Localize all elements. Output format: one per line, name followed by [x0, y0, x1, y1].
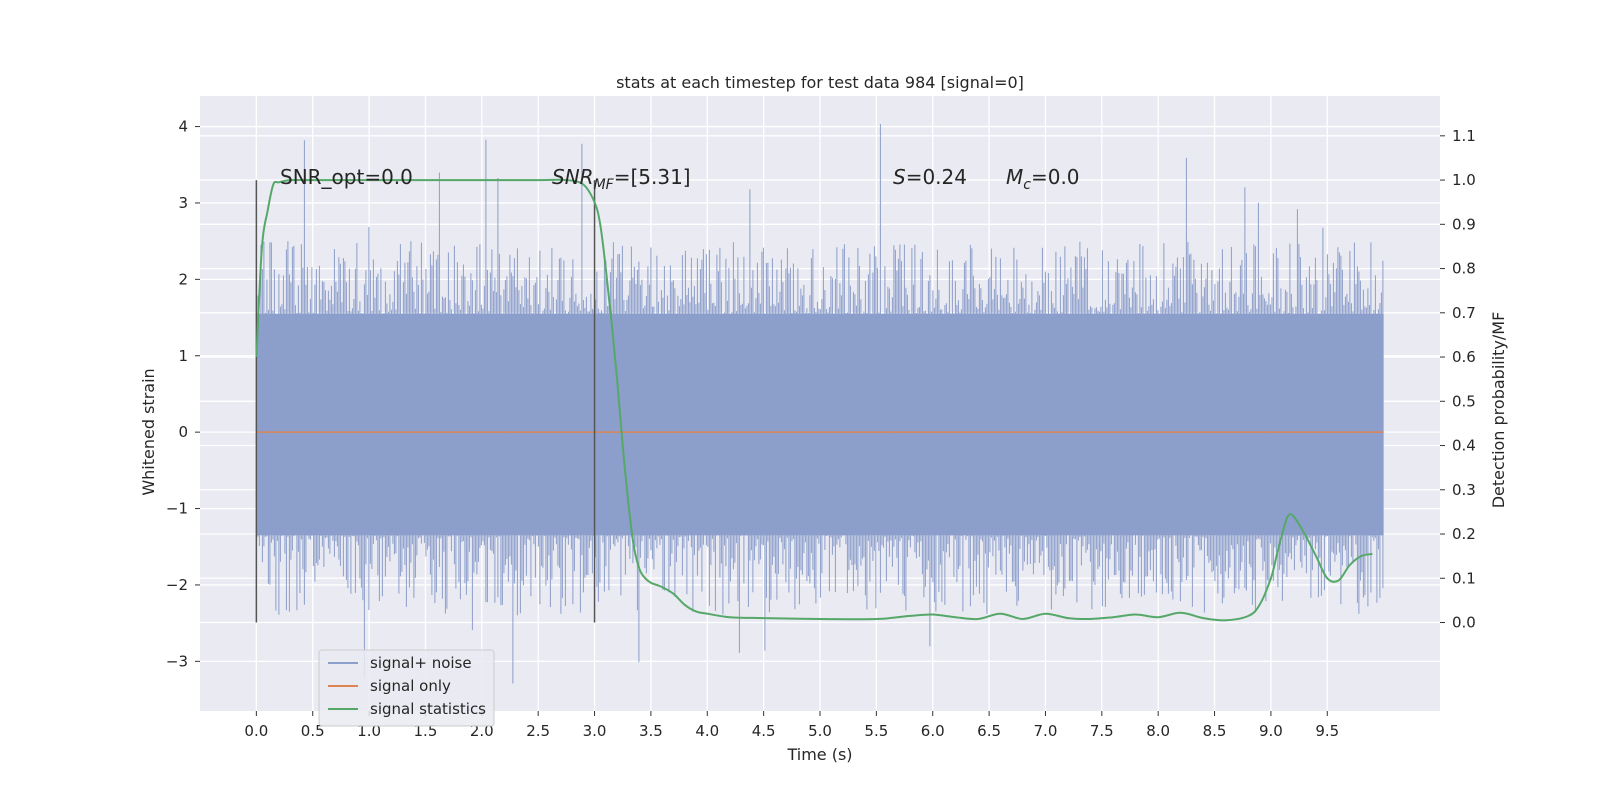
x-tick-label: 0.0: [244, 722, 268, 740]
y-left-tick-label: −3: [166, 652, 188, 670]
y-right-tick-label: 0.1: [1452, 569, 1476, 587]
y-left-tick-label: −2: [166, 576, 188, 594]
y-right-tick-label: 0.0: [1452, 614, 1476, 632]
x-tick-label: 8.0: [1146, 722, 1170, 740]
annotation-mc-subscript: c: [1023, 177, 1031, 193]
x-tick-label: 7.0: [1034, 722, 1058, 740]
annotation-snr-mf-subscript: MF: [594, 177, 615, 193]
x-tick-label: 2.5: [526, 722, 550, 740]
y-right-axis-ticks: 0.0 0.1 0.2 0.3 0.4 0.5 0.6 0.7 0.8 0.9 1.0 1.1: [1440, 127, 1476, 632]
annotation-snr-mf-value: =[5.31]: [614, 165, 691, 189]
y-right-tick-label: 1.0: [1452, 171, 1476, 189]
x-tick-label: 6.5: [977, 722, 1001, 740]
chart-title: stats at each timestep for test data 984…: [616, 73, 1024, 92]
x-tick-label: 5.0: [808, 722, 832, 740]
signal-noise-series: [255, 124, 1384, 684]
vertical-markers: [255, 180, 596, 623]
signal-statistics-line: [255, 178, 1373, 622]
y-right-tick-label: 0.7: [1452, 304, 1476, 322]
y-left-tick-label: 2: [178, 270, 188, 288]
annotation-s-value: =0.24: [906, 165, 967, 189]
annotation-s: S=0.24: [893, 165, 967, 189]
legend-label-signal-only: signal only: [370, 677, 451, 695]
annotation-mc: Mc=0.0: [1006, 165, 1080, 193]
y-right-axis-label: Detection probability/MF: [1489, 312, 1508, 509]
x-tick-label: 7.5: [1090, 722, 1114, 740]
y-left-tick-label: −1: [166, 500, 188, 518]
x-tick-label: 0.5: [301, 722, 325, 740]
x-tick-label: 5.5: [864, 722, 888, 740]
legend: signal+ noise signal only signal statist…: [318, 649, 495, 727]
y-left-tick-label: 0: [178, 423, 188, 441]
x-tick-label: 8.5: [1203, 722, 1227, 740]
legend-box: [318, 649, 495, 727]
y-left-axis-label: Whitened strain: [139, 368, 158, 495]
x-tick-label: 9.0: [1259, 722, 1283, 740]
annotation-mc-value: =0.0: [1031, 165, 1080, 189]
annotation-s-symbol: S: [893, 165, 906, 189]
annotation-snr-mf-symbol: SNR: [552, 165, 594, 189]
legend-label-signal-statistics: signal statistics: [370, 700, 486, 718]
x-tick-label: 9.5: [1315, 722, 1339, 740]
y-right-tick-label: 0.9: [1452, 215, 1476, 233]
x-tick-label: 6.0: [921, 722, 945, 740]
annotation-snr-opt: SNR_opt=0.0: [280, 165, 413, 189]
x-axis-label: Time (s): [786, 745, 852, 764]
annotation-mc-symbol: M: [1006, 165, 1023, 189]
y-right-tick-label: 0.4: [1452, 437, 1476, 455]
x-tick-label: 4.5: [752, 722, 776, 740]
y-right-tick-label: 0.6: [1452, 348, 1476, 366]
y-right-tick-label: 1.1: [1452, 127, 1476, 145]
y-right-tick-label: 0.2: [1452, 525, 1476, 543]
x-tick-label: 4.0: [695, 722, 719, 740]
legend-label-signal-noise: signal+ noise: [370, 654, 472, 672]
y-left-axis-ticks: −3 −2 −1 0 1 2 3 4: [166, 118, 200, 670]
y-left-tick-label: 3: [178, 194, 188, 212]
x-tick-label: 3.5: [639, 722, 663, 740]
x-tick-label: 3.0: [583, 722, 607, 740]
y-right-tick-label: 0.5: [1452, 392, 1476, 410]
y-right-tick-label: 0.8: [1452, 260, 1476, 278]
y-left-tick-label: 4: [178, 118, 188, 136]
annotation-snr-mf: SNRMF=[5.31]: [552, 165, 691, 193]
y-right-tick-label: 0.3: [1452, 481, 1476, 499]
y-left-tick-label: 1: [178, 347, 188, 365]
